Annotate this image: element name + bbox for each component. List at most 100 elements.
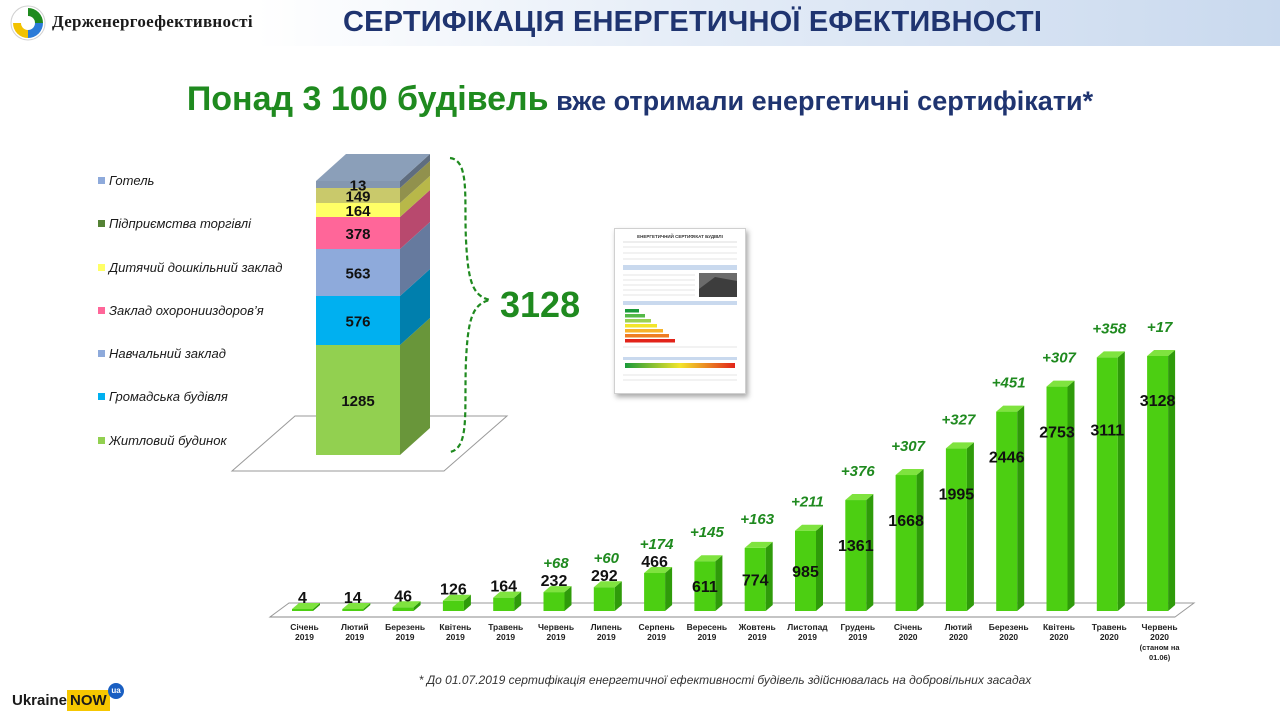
- stack-segment-front: [316, 345, 400, 455]
- legend-swatch: [98, 436, 105, 444]
- bar-front: [996, 411, 1018, 611]
- category-label: 2020: [1050, 632, 1069, 642]
- category-label: (станом на: [1140, 643, 1181, 652]
- stack-segment-side: [400, 190, 430, 249]
- bar-top: [342, 603, 371, 609]
- stack-segment-side: [400, 154, 430, 188]
- category-label: 2019: [848, 632, 867, 642]
- category-label: Січень: [894, 622, 923, 632]
- brace: [449, 156, 491, 454]
- bar-side: [514, 591, 522, 611]
- category-label: 2019: [496, 632, 515, 642]
- legend-swatch: [98, 176, 105, 184]
- category-label: Березень: [385, 622, 425, 632]
- category-label: 2019: [396, 632, 415, 642]
- bar-side: [463, 594, 471, 611]
- legend-swatch: [98, 263, 105, 271]
- bar-side: [765, 541, 773, 611]
- bar-increment-label: +307: [1042, 350, 1076, 367]
- bar-top: [593, 581, 622, 588]
- bar-top: [795, 524, 823, 531]
- bar-increment-label: +145: [690, 524, 724, 541]
- bar-side: [1017, 405, 1025, 611]
- stack-segment-6: 13: [316, 154, 430, 195]
- bar-value-label: 232: [541, 573, 568, 590]
- bar-side: [665, 567, 673, 611]
- category-label: Квітень: [1043, 622, 1075, 632]
- bar-top: [644, 567, 673, 574]
- subtitle-rest: вже отримали енергетичні сертифікати*: [548, 86, 1094, 116]
- bar-front: [292, 609, 313, 611]
- bar-front: [593, 587, 615, 611]
- bar-top: [996, 405, 1025, 412]
- category-label: Червень: [538, 622, 574, 632]
- stack-segment-5: 149: [316, 161, 430, 206]
- bar-side: [916, 469, 924, 611]
- bar-top: [493, 591, 522, 598]
- category-label: 2019: [647, 632, 666, 642]
- bar-top: [694, 555, 723, 562]
- category-label: Лютий: [945, 622, 973, 632]
- category-label: 2020: [999, 632, 1018, 642]
- legend-swatch: [98, 349, 105, 357]
- subtitle-highlight: Понад 3 100 будівель: [186, 80, 549, 118]
- bar-increment-label: +163: [740, 511, 774, 528]
- category-label: Травень: [488, 622, 523, 632]
- stack-segment-front: [316, 188, 400, 203]
- svg-text:ЕНЕРГЕТИЧНИЙ СЕРТИФІКАТ БУДІВЛ: ЕНЕРГЕТИЧНИЙ СЕРТИФІКАТ БУДІВЛІ: [637, 232, 723, 239]
- bar-increment-label: +376: [841, 463, 875, 480]
- bar-side: [1117, 351, 1125, 611]
- page-title: СЕРТИФІКАЦІЯ ЕНЕРГЕТИЧНОЇ ЕФЕКТИВНОСТІ: [343, 6, 1043, 38]
- bar-front: [895, 475, 917, 611]
- category-label: 2019: [798, 632, 817, 642]
- bar-front: [694, 561, 716, 611]
- bar-top: [1147, 350, 1176, 356]
- bar-front: [493, 597, 515, 611]
- stack-value-label: 563: [345, 266, 370, 283]
- category-label: 2020: [899, 632, 918, 642]
- bar-value-label: 1361: [838, 538, 874, 555]
- legend-label: Готель: [109, 172, 155, 188]
- footnote: * До 01.07.2019 сертифікація енергетично…: [418, 673, 1032, 687]
- stack-segment-front: [316, 203, 400, 217]
- badge-ua: ua: [108, 683, 124, 699]
- stack-value-label: 13: [350, 178, 367, 195]
- category-label: 2020: [1150, 632, 1169, 642]
- bar-value-label: 1995: [939, 486, 975, 503]
- legend-label: Дитячий дошкільний заклад: [109, 259, 283, 275]
- bar-top: [442, 594, 471, 601]
- bar-top: [845, 494, 874, 501]
- category-label: Грудень: [841, 622, 876, 632]
- bar-value-label: 14: [344, 590, 362, 607]
- legend-item: Житловий будинок: [98, 432, 227, 448]
- category-label: 2019: [446, 632, 465, 642]
- bar-increment-label: +17: [1147, 319, 1173, 336]
- bar-front: [1147, 356, 1169, 611]
- stack-value-label: 378: [345, 226, 370, 243]
- category-label: Травень: [1092, 622, 1127, 632]
- bar-front: [845, 500, 867, 611]
- category-label: 2019: [597, 632, 616, 642]
- category-label: 2019: [547, 632, 566, 642]
- stack-segment-2: 563: [316, 222, 430, 296]
- bar-top: [1096, 351, 1125, 358]
- category-label: Червень: [1142, 622, 1178, 632]
- category-label: Лютий: [341, 622, 369, 632]
- bar-side: [313, 603, 320, 611]
- bar-front: [442, 600, 464, 611]
- bar-top: [392, 601, 421, 608]
- badge-ukraine: Ukraine: [12, 692, 68, 709]
- legend-label: Громадська будівля: [109, 388, 228, 404]
